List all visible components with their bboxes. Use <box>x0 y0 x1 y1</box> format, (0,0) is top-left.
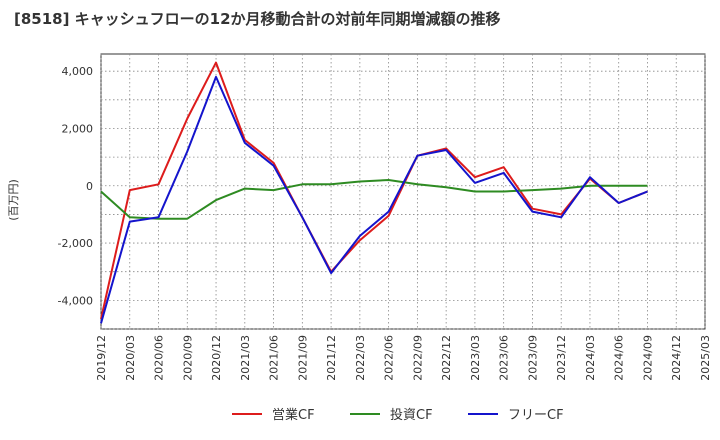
x-tick-label: 2024/06 <box>613 335 626 381</box>
legend-label: 営業CF <box>272 407 315 423</box>
x-tick-label: 2024/09 <box>641 335 654 381</box>
y-axis-ticks: 4,000 2,000 0 -2,000 -4,000 <box>58 65 93 307</box>
legend-label: 投資CF <box>390 407 433 423</box>
y-tick-label: 0 <box>86 180 93 193</box>
legend-label: フリーCF <box>508 408 564 423</box>
y-tick-label: -2,000 <box>58 237 93 250</box>
x-tick-label: 2021/03 <box>239 335 252 381</box>
x-tick-label: 2023/03 <box>469 335 482 381</box>
x-tick-label: 2022/09 <box>411 335 424 381</box>
x-tick-label: 2023/12 <box>555 335 568 381</box>
x-tick-label: 2021/09 <box>296 335 309 381</box>
series-line-投資CF <box>100 179 648 220</box>
x-tick-label: 2024/12 <box>670 335 683 381</box>
x-tick-label: 2023/09 <box>526 335 539 381</box>
x-tick-label: 2023/06 <box>498 335 511 381</box>
x-tick-label: 2020/12 <box>210 335 223 381</box>
x-axis-ticks: 2019/12 2020/03 2020/06 2020/09 2020/12 2021/… <box>95 335 712 381</box>
plot-area <box>100 53 706 330</box>
x-tick-label: 2022/12 <box>440 335 453 381</box>
x-tick-label: 2022/03 <box>354 335 367 381</box>
y-tick-label: -4,000 <box>58 294 93 307</box>
x-tick-label: 2020/03 <box>124 335 137 381</box>
x-tick-label: 2020/06 <box>153 335 166 381</box>
x-tick-label: 2024/03 <box>584 335 597 381</box>
series-lines <box>100 61 648 324</box>
legend: 営業CF 投資CF フリーCF <box>232 407 564 423</box>
y-tick-label: 4,000 <box>62 65 94 78</box>
x-tick-label: 2020/09 <box>181 335 194 381</box>
chart-title: [8518] キャッシュフローの12か月移動合計の対前年同期増減額の推移 <box>14 10 501 28</box>
y-axis-label: (百万円) <box>7 179 20 221</box>
x-tick-label: 2021/12 <box>325 335 338 381</box>
x-tick-label: 2021/06 <box>268 335 281 381</box>
series-line-フリーCF <box>100 75 648 324</box>
y-tick-label: 2,000 <box>62 122 94 135</box>
x-tick-label: 2025/03 <box>699 335 712 381</box>
x-tick-label: 2022/06 <box>383 335 396 381</box>
x-tick-label: 2019/12 <box>95 335 108 381</box>
series-line-営業CF <box>100 61 648 320</box>
